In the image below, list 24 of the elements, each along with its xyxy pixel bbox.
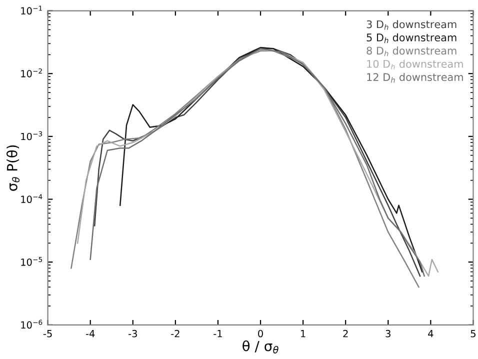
x-tick-label: 0 bbox=[258, 330, 263, 338]
x-axis-title: θ / σ$_{θ}$ bbox=[242, 340, 278, 354]
x-tick-label: 1 bbox=[301, 330, 306, 338]
x-tick-label: 3 bbox=[386, 330, 390, 338]
x-tick-label: -3 bbox=[128, 330, 137, 338]
y-tick-label: 10$^{−4}$ bbox=[21, 194, 42, 204]
y-axis-title: σ$_{θ}$ P(θ) bbox=[6, 145, 20, 191]
y-tick-label: 10$^{−3}$ bbox=[21, 131, 42, 140]
x-tick-label: 4 bbox=[428, 330, 434, 338]
y-tick-label: 10$^{−6}$ bbox=[21, 320, 42, 329]
text: 12 D$_{h}$ downstream bbox=[367, 72, 463, 83]
x-tick-label: -5 bbox=[43, 330, 52, 338]
text: 10 D$_{h}$ downstream bbox=[367, 60, 463, 70]
x-tick-label: -4 bbox=[86, 330, 95, 338]
text: 8 D$_{h}$ downstream bbox=[366, 46, 456, 56]
text: 5 D$_{h}$ downstream bbox=[366, 33, 456, 43]
x-tick-label: -2 bbox=[171, 330, 180, 338]
y-tick-label: 10$^{−2}$ bbox=[21, 68, 42, 78]
text: 3 D$_{h}$ downstream bbox=[366, 20, 456, 30]
y-tick-label: 10$^{−1}$ bbox=[21, 6, 42, 15]
x-tick-label: -1 bbox=[214, 330, 222, 338]
y-tick-label: 10$^{−5}$ bbox=[21, 257, 42, 266]
x-tick-label: 2 bbox=[343, 330, 348, 338]
x-tick-label: 5 bbox=[470, 330, 476, 338]
